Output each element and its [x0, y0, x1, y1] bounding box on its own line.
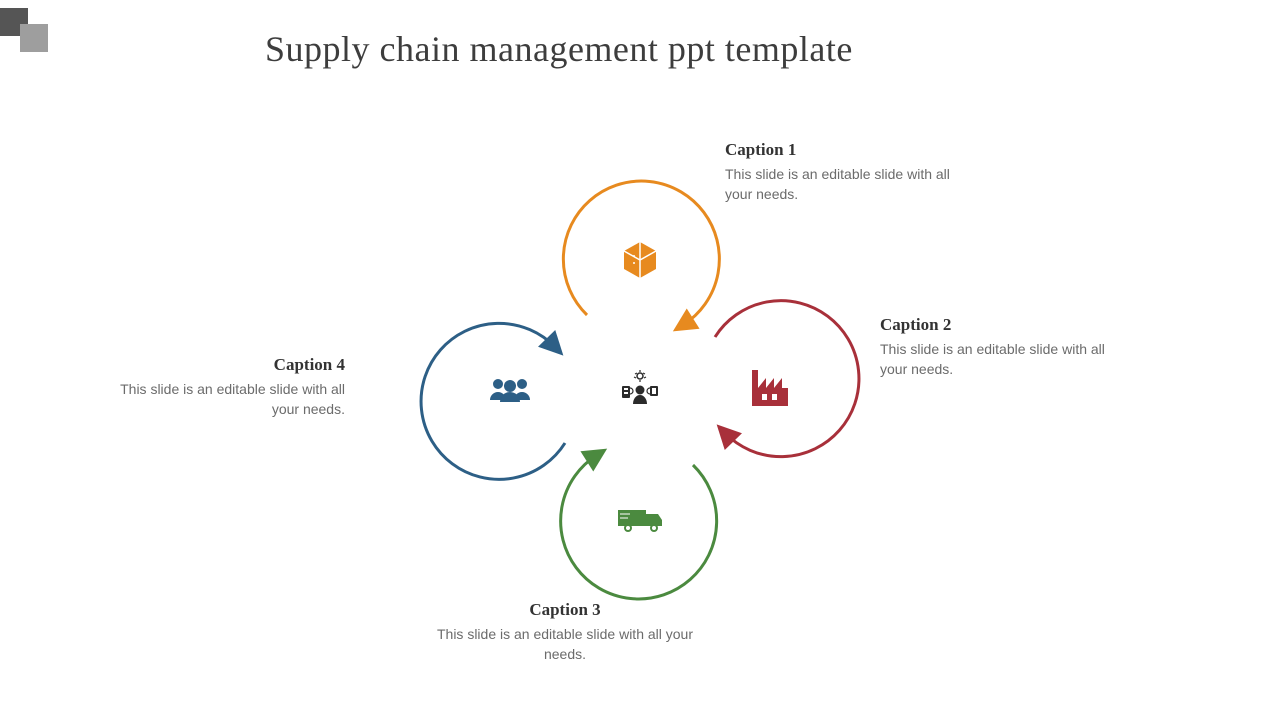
- caption-1: Caption 1 This slide is an editable slid…: [725, 140, 965, 205]
- caption-3: Caption 3 This slide is an editable slid…: [435, 600, 695, 665]
- decor-square-light: [20, 24, 48, 52]
- caption-2: Caption 2 This slide is an editable slid…: [880, 315, 1120, 380]
- arc-left: [421, 323, 565, 479]
- slide: Supply chain management ppt template: [0, 0, 1280, 720]
- truck-icon: [618, 510, 662, 532]
- caption-2-body: This slide is an editable slide with all…: [880, 339, 1120, 380]
- caption-1-title: Caption 1: [725, 140, 965, 160]
- arc-right: [715, 301, 859, 457]
- slide-title: Supply chain management ppt template: [265, 28, 853, 70]
- caption-3-body: This slide is an editable slide with all…: [435, 624, 695, 665]
- caption-4-body: This slide is an editable slide with all…: [105, 379, 345, 420]
- box-icon: [624, 242, 656, 278]
- cycle-diagram: Caption 1 This slide is an editable slid…: [320, 100, 960, 660]
- caption-4-title: Caption 4: [105, 355, 345, 375]
- hub-icon: [622, 370, 658, 404]
- arc-bottom: [561, 455, 717, 599]
- caption-1-body: This slide is an editable slide with all…: [725, 164, 965, 205]
- caption-3-title: Caption 3: [435, 600, 695, 620]
- caption-2-title: Caption 2: [880, 315, 1120, 335]
- people-icon: [490, 379, 530, 402]
- caption-4: Caption 4 This slide is an editable slid…: [105, 355, 345, 420]
- factory-icon: [752, 370, 788, 406]
